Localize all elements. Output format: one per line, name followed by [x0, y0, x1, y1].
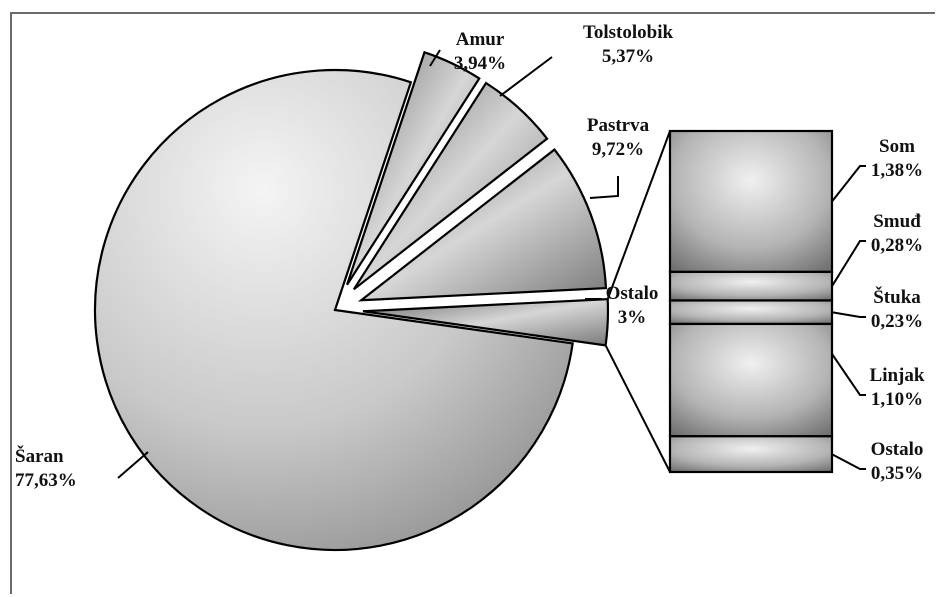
label-amur: Amur	[456, 29, 505, 50]
pie-slice-pastrva	[357, 148, 608, 302]
breakdown-value-linjak: 1,10%	[871, 389, 923, 410]
breakdown-value-som: 1,38%	[871, 160, 923, 181]
label-ostalo: Ostalo	[606, 283, 659, 304]
leader-line-tolstolobik	[499, 56, 553, 97]
leader-line-breakdown-som	[831, 165, 866, 203]
bar-segment-som	[668, 129, 834, 273]
value-label-pastrva: 9,72%	[592, 139, 644, 160]
bar-segment-smu-	[668, 270, 834, 302]
value-label-ostalo: 3%	[618, 307, 647, 328]
value-label-saran: 77,63%	[15, 470, 77, 491]
leader-line-saran	[117, 451, 149, 479]
leader-line-amur	[429, 49, 441, 67]
breakdown-value-smu-: 0,28%	[871, 235, 923, 256]
leader-line-breakdown-stuka	[831, 311, 866, 318]
breakdown-value-ostalo: 0,35%	[871, 463, 923, 484]
label-tolstolobik: Tolstolobik	[583, 22, 674, 43]
bar-segment-linjak	[668, 322, 834, 438]
breakdown-label-som: Som	[879, 136, 915, 157]
breakdown-label-ostalo: Ostalo	[871, 439, 924, 460]
leader-line-breakdown-linjak	[831, 353, 866, 396]
bar-segment-ostalo	[668, 435, 834, 474]
pie-slice-ostalo	[362, 297, 610, 347]
leader-line-breakdown-ostalo	[831, 453, 866, 470]
breakdown-label-smu-: Smuđ	[873, 211, 921, 232]
label-saran: Šaran	[15, 445, 64, 467]
label-pastrva: Pastrva	[587, 115, 650, 136]
value-label-amur: 3,94%	[454, 53, 506, 74]
leader-line-breakdown-smu-	[831, 240, 866, 287]
chart-frame	[10, 12, 935, 594]
pie-slice-amur	[346, 50, 481, 286]
connector-line-top	[606, 130, 671, 300]
breakdown-label-stuka: Štuka	[873, 286, 921, 308]
bar-segment-stuka	[668, 299, 834, 326]
connector-line-bottom	[604, 344, 671, 473]
breakdown-label-linjak: Linjak	[870, 365, 925, 386]
pie-slice-tolstolobik	[352, 81, 549, 291]
breakdown-value-stuka: 0,23%	[871, 311, 923, 332]
pie-slice-saran	[93, 68, 574, 552]
leader-line-pastrva	[589, 176, 619, 199]
value-label-tolstolobik: 5,37%	[602, 46, 654, 67]
